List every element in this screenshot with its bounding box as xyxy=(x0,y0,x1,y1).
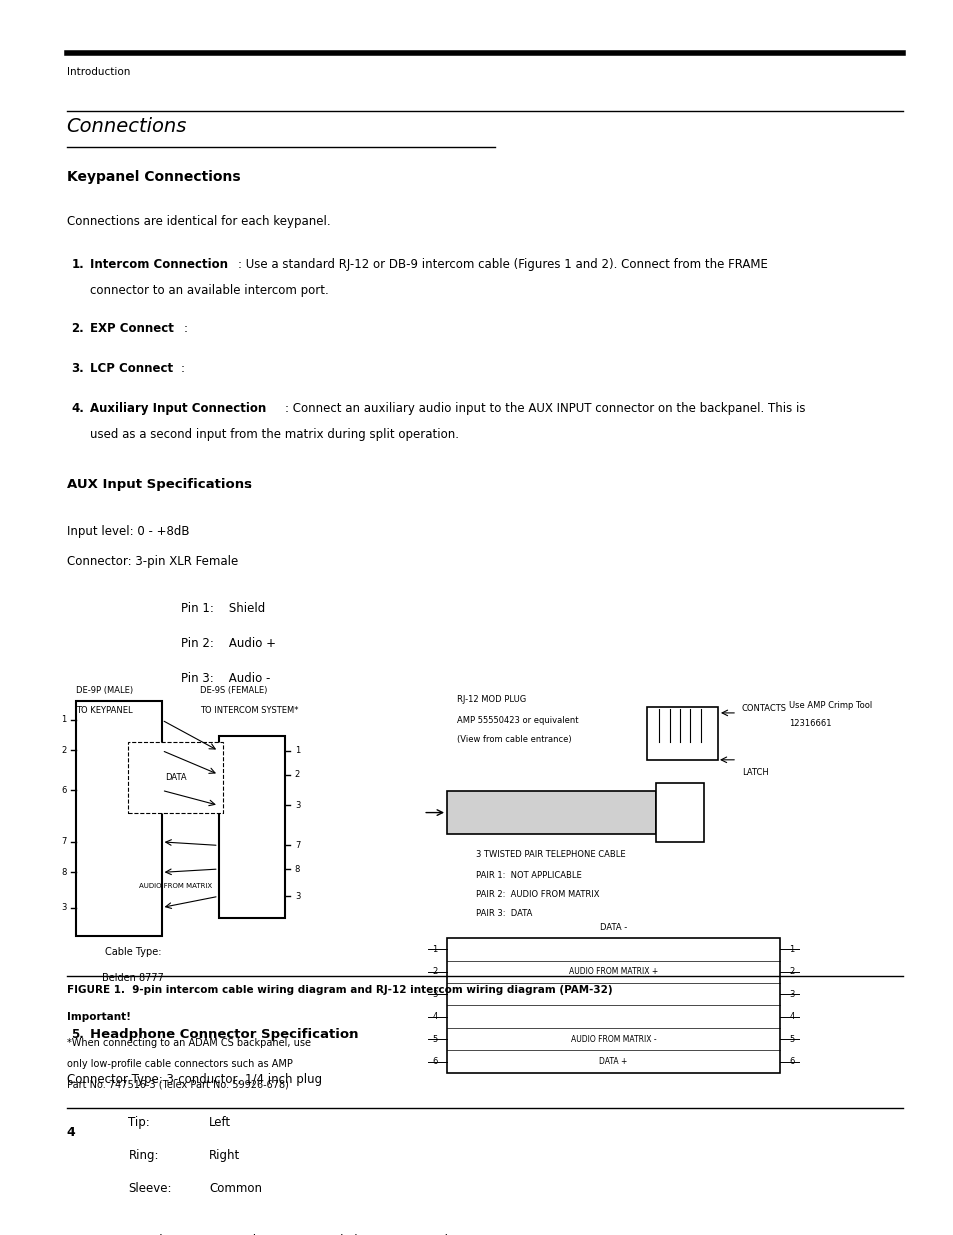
Text: 2: 2 xyxy=(294,771,300,779)
Text: 5: 5 xyxy=(788,1035,794,1044)
Bar xyxy=(447,939,779,1073)
Text: AUDIO FROM MATRIX: AUDIO FROM MATRIX xyxy=(139,883,213,889)
Text: Keypanel Connections: Keypanel Connections xyxy=(67,170,240,184)
Text: LATCH: LATCH xyxy=(741,768,768,777)
Text: 3 TWISTED PAIR TELEPHONE CABLE: 3 TWISTED PAIR TELEPHONE CABLE xyxy=(475,850,624,860)
Bar xyxy=(218,736,285,918)
Text: only low-profile cable connectors such as AMP: only low-profile cable connectors such a… xyxy=(67,1058,293,1068)
Text: Connections are identical for each keypanel.: Connections are identical for each keypa… xyxy=(67,215,330,227)
Text: 6: 6 xyxy=(61,785,67,795)
Text: Belden 8777: Belden 8777 xyxy=(102,973,164,983)
Bar xyxy=(447,792,656,834)
Text: 2.: 2. xyxy=(71,322,84,336)
Text: Cable Type:: Cable Type: xyxy=(105,947,161,957)
Text: 8: 8 xyxy=(61,868,67,877)
Text: TO KEYPANEL: TO KEYPANEL xyxy=(76,706,132,715)
Text: 6: 6 xyxy=(788,1057,794,1066)
Text: 3: 3 xyxy=(294,892,300,900)
Text: 3.: 3. xyxy=(71,362,84,375)
Text: 4.: 4. xyxy=(71,403,84,415)
Text: Input level: 0 - +8dB: Input level: 0 - +8dB xyxy=(67,525,189,538)
Text: Right: Right xyxy=(209,1149,240,1162)
Text: 5: 5 xyxy=(432,1035,437,1044)
Text: connector to an available intercom port.: connector to an available intercom port. xyxy=(91,284,329,296)
Text: :: : xyxy=(247,478,252,492)
Text: 7: 7 xyxy=(61,837,67,846)
Text: Common: Common xyxy=(209,1182,262,1195)
Text: 4: 4 xyxy=(432,1013,437,1021)
Text: Intercom Connection: Intercom Connection xyxy=(91,258,228,270)
Text: 1.: 1. xyxy=(71,258,84,270)
Text: Connections: Connections xyxy=(67,117,187,136)
Text: TO INTERCOM SYSTEM*: TO INTERCOM SYSTEM* xyxy=(199,706,298,715)
Text: 1: 1 xyxy=(432,945,437,953)
Text: DATA +: DATA + xyxy=(598,1057,627,1066)
Text: RJ-12 MOD PLUG: RJ-12 MOD PLUG xyxy=(456,695,525,704)
Text: DATA -: DATA - xyxy=(599,924,626,932)
Text: used as a second input from the matrix during split operation.: used as a second input from the matrix d… xyxy=(91,429,458,441)
Bar xyxy=(129,742,223,813)
Text: 2: 2 xyxy=(788,967,794,976)
Text: AUX Input Specifications: AUX Input Specifications xyxy=(67,478,252,492)
Text: Power Supply Connector:  The power supply input operates between 100-240 VAC, 50: Power Supply Connector: The power supply… xyxy=(91,1234,635,1235)
Text: EXP Connect: EXP Connect xyxy=(91,322,174,336)
Text: : Use a standard RJ-12 or DB-9 intercom cable (Figures 1 and 2). Connect from th: : Use a standard RJ-12 or DB-9 intercom … xyxy=(237,258,767,270)
Text: 3: 3 xyxy=(61,903,67,913)
Text: Left: Left xyxy=(209,1116,232,1129)
Text: 2: 2 xyxy=(61,746,67,755)
Bar xyxy=(656,783,703,842)
Text: PAIR 3:  DATA: PAIR 3: DATA xyxy=(475,909,532,918)
Text: :: : xyxy=(347,1029,351,1041)
Text: 12316661: 12316661 xyxy=(788,719,831,727)
Text: 5.: 5. xyxy=(71,1029,84,1041)
Text: Auxiliary Input Connection: Auxiliary Input Connection xyxy=(91,403,266,415)
Text: Pin 1:    Shield: Pin 1: Shield xyxy=(180,601,265,615)
Text: 3: 3 xyxy=(294,802,300,810)
Text: Introduction: Introduction xyxy=(67,67,130,77)
Text: PAIR 2:  AUDIO FROM MATRIX: PAIR 2: AUDIO FROM MATRIX xyxy=(475,890,598,899)
Text: 1: 1 xyxy=(61,715,67,725)
Text: Part No. 747516-3 (Telex Part No. 59926-678): Part No. 747516-3 (Telex Part No. 59926-… xyxy=(67,1079,288,1091)
Bar xyxy=(76,701,161,936)
Text: DATA: DATA xyxy=(165,773,187,782)
Text: 6.: 6. xyxy=(71,1234,84,1235)
Text: DE-9P (MALE): DE-9P (MALE) xyxy=(76,687,133,695)
Text: 1: 1 xyxy=(788,945,794,953)
Text: 6: 6 xyxy=(432,1057,437,1066)
Text: Tip:: Tip: xyxy=(129,1116,150,1129)
Text: Important!: Important! xyxy=(67,1011,131,1021)
Text: AUDIO FROM MATRIX -: AUDIO FROM MATRIX - xyxy=(570,1035,656,1044)
Text: 7: 7 xyxy=(294,841,300,850)
Text: 8: 8 xyxy=(294,864,300,873)
Text: AMP 55550423 or equivalent: AMP 55550423 or equivalent xyxy=(456,716,578,725)
Text: 3: 3 xyxy=(432,989,437,999)
Text: FIGURE 1.  9-pin intercom cable wiring diagram and RJ-12 intercom wiring diagram: FIGURE 1. 9-pin intercom cable wiring di… xyxy=(67,986,612,995)
Text: 4: 4 xyxy=(67,1125,75,1139)
Text: Pin 3:    Audio -: Pin 3: Audio - xyxy=(180,672,270,685)
Text: Sleeve:: Sleeve: xyxy=(129,1182,172,1195)
Text: : Connect an auxiliary audio input to the AUX INPUT connector on the backpanel. : : Connect an auxiliary audio input to th… xyxy=(285,403,805,415)
Text: AUDIO FROM MATRIX +: AUDIO FROM MATRIX + xyxy=(568,967,658,976)
Text: Headphone Connector Specification: Headphone Connector Specification xyxy=(91,1029,358,1041)
Text: 3: 3 xyxy=(788,989,794,999)
Text: Connector Type: 3-conductor, 1/4 inch plug: Connector Type: 3-conductor, 1/4 inch pl… xyxy=(67,1073,321,1086)
Text: LCP Connect: LCP Connect xyxy=(91,362,173,375)
Text: 2: 2 xyxy=(432,967,437,976)
Text: Connector: 3-pin XLR Female: Connector: 3-pin XLR Female xyxy=(67,555,237,568)
Bar xyxy=(646,708,718,760)
Text: :: : xyxy=(180,362,185,375)
Text: Use AMP Crimp Tool: Use AMP Crimp Tool xyxy=(788,701,872,710)
Text: CONTACTS: CONTACTS xyxy=(741,704,786,713)
Text: :: : xyxy=(183,322,188,336)
Text: Ring:: Ring: xyxy=(129,1149,159,1162)
Text: 1: 1 xyxy=(294,746,300,756)
Text: (View from cable entrance): (View from cable entrance) xyxy=(456,735,571,745)
Text: 4: 4 xyxy=(788,1013,794,1021)
Text: *When connecting to an ADAM CS backpanel, use: *When connecting to an ADAM CS backpanel… xyxy=(67,1037,311,1047)
Text: PAIR 1:  NOT APPLICABLE: PAIR 1: NOT APPLICABLE xyxy=(475,871,580,881)
Text: DE-9S (FEMALE): DE-9S (FEMALE) xyxy=(199,687,267,695)
Text: Pin 2:    Audio +: Pin 2: Audio + xyxy=(180,637,275,650)
